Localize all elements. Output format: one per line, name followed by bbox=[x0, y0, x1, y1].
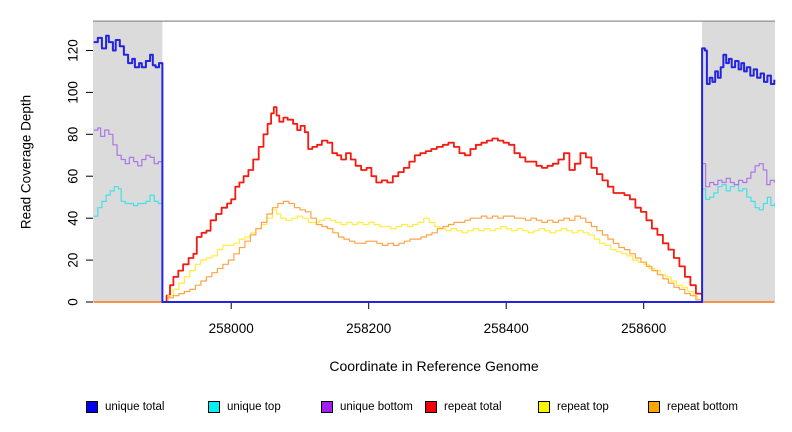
legend-item-unique-total: unique total bbox=[86, 401, 164, 413]
legend-item-unique-bottom: unique bottom bbox=[321, 401, 413, 413]
x-axis-title: Coordinate in Reference Genome bbox=[329, 358, 539, 374]
x-tick-label: 258200 bbox=[346, 321, 391, 336]
legend-label: unique top bbox=[227, 401, 281, 413]
y-tick-label: 0 bbox=[66, 298, 81, 306]
legend-label: repeat top bbox=[557, 401, 609, 413]
x-tick-label: 258400 bbox=[484, 321, 529, 336]
mask-region bbox=[93, 21, 163, 302]
legend-label: unique bottom bbox=[340, 401, 413, 413]
x-tick-label: 258000 bbox=[209, 321, 254, 336]
series-path-repeat-top bbox=[93, 209, 775, 303]
legend-label: repeat bottom bbox=[667, 401, 738, 413]
y-tick-label: 20 bbox=[66, 253, 81, 268]
y-tick-label: 120 bbox=[66, 39, 81, 62]
legend-item-repeat-bottom: repeat bottom bbox=[648, 401, 738, 413]
y-tick-label: 100 bbox=[66, 81, 81, 104]
legend-label: repeat total bbox=[444, 401, 502, 413]
legend-swatch-repeat-bottom bbox=[648, 401, 660, 413]
y-axis-title: Read Coverage Depth bbox=[18, 94, 34, 230]
y-tick-label: 60 bbox=[66, 169, 81, 184]
legend-swatch-unique-top bbox=[208, 401, 220, 413]
series-path-unique-top bbox=[93, 184, 775, 303]
series-path-repeat-bottom bbox=[93, 200, 775, 303]
y-tick-label: 80 bbox=[66, 127, 81, 142]
series-path-repeat-total bbox=[93, 106, 775, 303]
legend-swatch-repeat-total bbox=[425, 401, 437, 413]
legend-swatch-unique-bottom bbox=[321, 401, 333, 413]
legend-item-repeat-top: repeat top bbox=[538, 401, 609, 413]
legend-swatch-repeat-top bbox=[538, 401, 550, 413]
y-tick-label: 40 bbox=[66, 211, 81, 226]
legend-swatch-unique-total bbox=[86, 401, 98, 413]
legend-label: unique total bbox=[105, 401, 165, 413]
legend-item-unique-top: unique top bbox=[208, 401, 281, 413]
series-path-unique-total bbox=[93, 34, 776, 303]
x-tick-label: 258600 bbox=[621, 321, 666, 336]
legend-item-repeat-total: repeat total bbox=[425, 401, 502, 413]
series-path-unique-bottom bbox=[93, 127, 775, 303]
